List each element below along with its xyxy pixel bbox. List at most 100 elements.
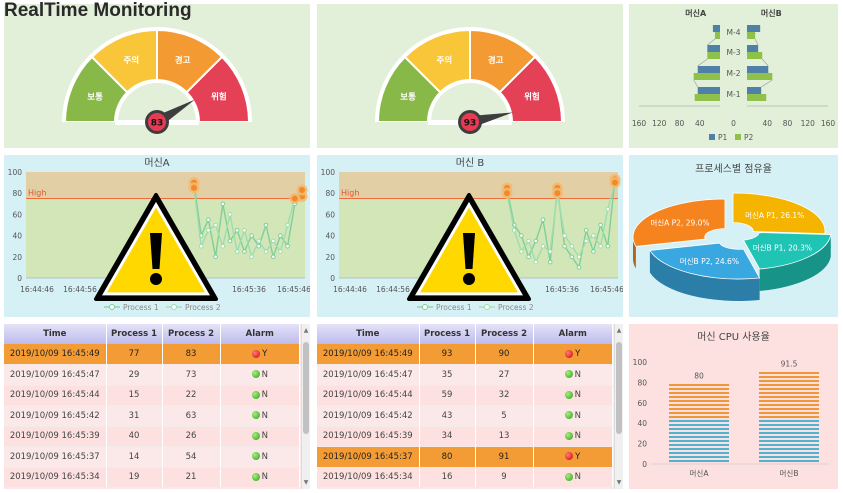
gauge-band-label: 보통 (400, 91, 416, 102)
pyramid-row-label: M-1 (727, 90, 741, 99)
col-process1-header[interactable]: Process 1 (106, 324, 163, 344)
data-point (569, 254, 575, 260)
alarm-value: N (261, 472, 268, 483)
table-row[interactable]: 2019/10/09 16:45:47 35 27 N (317, 364, 613, 386)
data-point (220, 243, 226, 249)
pyramid-bar (747, 66, 769, 73)
legend-label-p2: Process 2 (185, 303, 221, 312)
col-alarm-header[interactable]: Alarm (533, 324, 613, 344)
pyramid-bar (712, 25, 720, 32)
gauge-band-4 (498, 55, 564, 123)
table-row[interactable]: 2019/10/09 16:45:42 43 5 N (317, 405, 613, 427)
y-tick: 20 (637, 440, 647, 449)
legend-label-p1: Process 1 (123, 303, 159, 312)
cell-time: 2019/10/09 16:45:37 (317, 446, 420, 468)
table-row[interactable]: 2019/10/09 16:45:42 31 63 N (4, 405, 300, 427)
scroll-up-icon[interactable]: ▲ (616, 327, 622, 334)
alarm-value: Y (575, 349, 581, 359)
pie-slice-side (759, 234, 831, 292)
cell-time: 2019/10/09 16:45:47 (317, 364, 420, 386)
alarm-value: N (574, 390, 581, 401)
data-point (256, 238, 262, 244)
table-panel-a[interactable]: Time Process 1 Process 2 Alarm 2019/10/0… (4, 324, 310, 489)
data-point (519, 233, 524, 238)
cpu-bar-segment (759, 424, 819, 426)
cpu-bar-segment (669, 460, 729, 462)
pie-slice-label: 머신B P2, 24.6% (680, 257, 739, 266)
table-row[interactable]: 2019/10/09 16:45:34 19 21 N (4, 467, 300, 488)
scroll-thumb[interactable] (303, 342, 309, 434)
table-row[interactable]: 2019/10/09 16:45:39 40 26 N (4, 426, 300, 447)
col-process1-header[interactable]: Process 1 (419, 324, 476, 344)
pie-slice-label: 머신A P1, 26.1% (745, 211, 804, 220)
high-zone (26, 172, 305, 199)
warning-dot (463, 273, 475, 285)
pyramid-bar (747, 45, 759, 52)
alarm-value: N (261, 390, 268, 401)
col-process2-header[interactable]: Process 2 (162, 324, 221, 344)
pyramid-bar (707, 52, 720, 59)
scroll-down-icon[interactable]: ▼ (616, 479, 622, 486)
pyramid-x-tick: 40 (695, 119, 705, 128)
data-point (213, 254, 218, 260)
data-point (533, 259, 539, 265)
alarm-value: N (261, 369, 268, 380)
cell-alarm: Y (533, 344, 613, 365)
data-point (278, 233, 283, 238)
table-row[interactable]: 2019/10/09 16:45:47 29 73 N (4, 364, 300, 386)
scroll-down-icon[interactable]: ▼ (303, 479, 309, 486)
col-alarm-header[interactable]: Alarm (220, 324, 300, 344)
data-point (526, 254, 531, 260)
y-tick: 40 (325, 232, 335, 241)
alarm-point (291, 195, 298, 202)
cell-time: 2019/10/09 16:45:34 (317, 467, 420, 488)
y-tick: 0 (17, 274, 22, 283)
scroll-thumb[interactable] (616, 342, 622, 434)
table-a-scrollbar[interactable]: ▲ ▼ (301, 324, 310, 489)
cell-process2: 63 (162, 405, 221, 427)
pyramid-x-tick: 40 (762, 119, 772, 128)
data-table-b: Time Process 1 Process 2 Alarm 2019/10/0… (317, 324, 613, 488)
cpu-bar-segment (759, 448, 819, 450)
gauge-hub-inner (461, 113, 479, 131)
pie-panel: 프로세스별 점유율 머신A P1, 26.1% 머신B P1, 20.3% 머신B P… (629, 155, 838, 317)
table-row[interactable]: 2019/10/09 16:45:49 93 90 Y (317, 344, 613, 365)
data-point (562, 233, 567, 238)
gauge-value: 83 (151, 119, 164, 129)
cell-alarm: N (533, 364, 613, 386)
table-b-scrollbar[interactable]: ▲ ▼ (614, 324, 623, 489)
data-point (234, 249, 240, 254)
cpu-bar-segment (669, 452, 729, 454)
table-row[interactable]: 2019/10/09 16:45:44 59 32 N (317, 385, 613, 406)
data-point (519, 249, 524, 254)
pyramid-x-tick: 80 (783, 119, 793, 128)
table-row[interactable]: 2019/10/09 16:45:34 16 9 N (317, 467, 613, 488)
table-panel-b[interactable]: Time Process 1 Process 2 Alarm 2019/10/0… (317, 324, 623, 489)
y-tick: 100 (633, 358, 648, 367)
table-row[interactable]: 2019/10/09 16:45:49 77 83 Y (4, 344, 300, 365)
cell-process2: 54 (162, 446, 221, 468)
gauge-band-label: 경고 (488, 55, 504, 66)
col-time-header[interactable]: Time (4, 324, 107, 344)
pyramid-bar (693, 73, 720, 80)
table-row[interactable]: 2019/10/09 16:45:37 14 54 N (4, 446, 300, 468)
col-time-header[interactable]: Time (317, 324, 420, 344)
data-point (605, 243, 611, 249)
cpu-category-label: 머신A (690, 469, 710, 478)
alarm-green-icon (251, 370, 260, 379)
table-row[interactable]: 2019/10/09 16:45:39 34 13 N (317, 426, 613, 447)
data-point (583, 238, 589, 244)
col-process2-header[interactable]: Process 2 (475, 324, 534, 344)
y-tick: 20 (325, 253, 335, 262)
table-row[interactable]: 2019/10/09 16:45:44 15 22 N (4, 385, 300, 406)
table-row[interactable]: 2019/10/09 16:45:37 80 91 Y (317, 446, 613, 468)
legend-marker-p1 (109, 304, 115, 310)
scroll-up-icon[interactable]: ▲ (303, 327, 309, 334)
pyramid-connector (707, 38, 716, 46)
data-point (576, 254, 582, 260)
cpu-bar-segment (759, 412, 819, 414)
alarm-value: N (261, 431, 268, 442)
cell-process2: 32 (475, 385, 534, 406)
alarm-green-icon (564, 390, 573, 399)
cpu-bar-segment (669, 392, 729, 394)
